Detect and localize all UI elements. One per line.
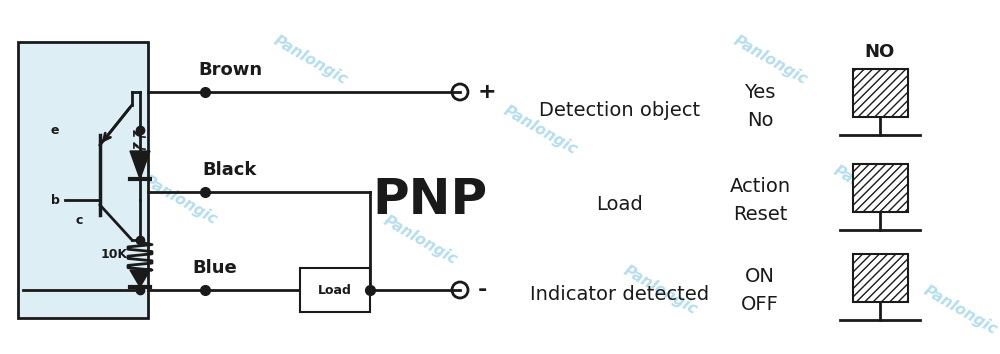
Text: 10K: 10K: [100, 249, 128, 262]
Bar: [300, 268, 370, 312]
Text: +: +: [478, 82, 497, 102]
Text: Load: Load: [597, 195, 643, 215]
Text: -: -: [478, 280, 487, 300]
Text: Blue: Blue: [193, 259, 237, 277]
Text: Panlongic: Panlongic: [500, 103, 580, 157]
Text: Panlongic: Panlongic: [380, 213, 460, 267]
Text: NO: NO: [865, 43, 895, 61]
Text: Yes: Yes: [744, 82, 776, 102]
Bar: [852, 254, 908, 302]
Text: Detection object: Detection object: [539, 101, 701, 120]
Text: Panlongic: Panlongic: [830, 163, 910, 217]
Polygon shape: [130, 151, 150, 179]
Bar: [852, 164, 908, 212]
Text: ON: ON: [745, 268, 775, 286]
Text: Reset: Reset: [733, 206, 787, 224]
Text: Panlongic: Panlongic: [270, 33, 350, 87]
Text: PNP: PNP: [372, 176, 488, 224]
Text: Panlongic: Panlongic: [730, 33, 810, 87]
FancyBboxPatch shape: [18, 42, 148, 318]
Text: Load: Load: [318, 284, 352, 297]
Text: Action: Action: [729, 177, 791, 196]
Text: No: No: [747, 110, 773, 130]
Text: e: e: [51, 124, 59, 137]
Text: Indicator detected: Indicator detected: [530, 285, 710, 304]
Text: OFF: OFF: [741, 296, 779, 314]
Text: Black: Black: [203, 161, 257, 179]
Text: Panlongic: Panlongic: [20, 53, 100, 107]
Text: Panlongic: Panlongic: [140, 173, 220, 227]
Bar: [852, 69, 908, 117]
Text: Panlongic: Panlongic: [920, 283, 1000, 337]
Text: Panlongic: Panlongic: [620, 263, 700, 317]
Polygon shape: [130, 270, 150, 287]
Text: Brown: Brown: [198, 61, 262, 79]
Text: c: c: [75, 213, 83, 227]
Text: b: b: [51, 194, 59, 206]
